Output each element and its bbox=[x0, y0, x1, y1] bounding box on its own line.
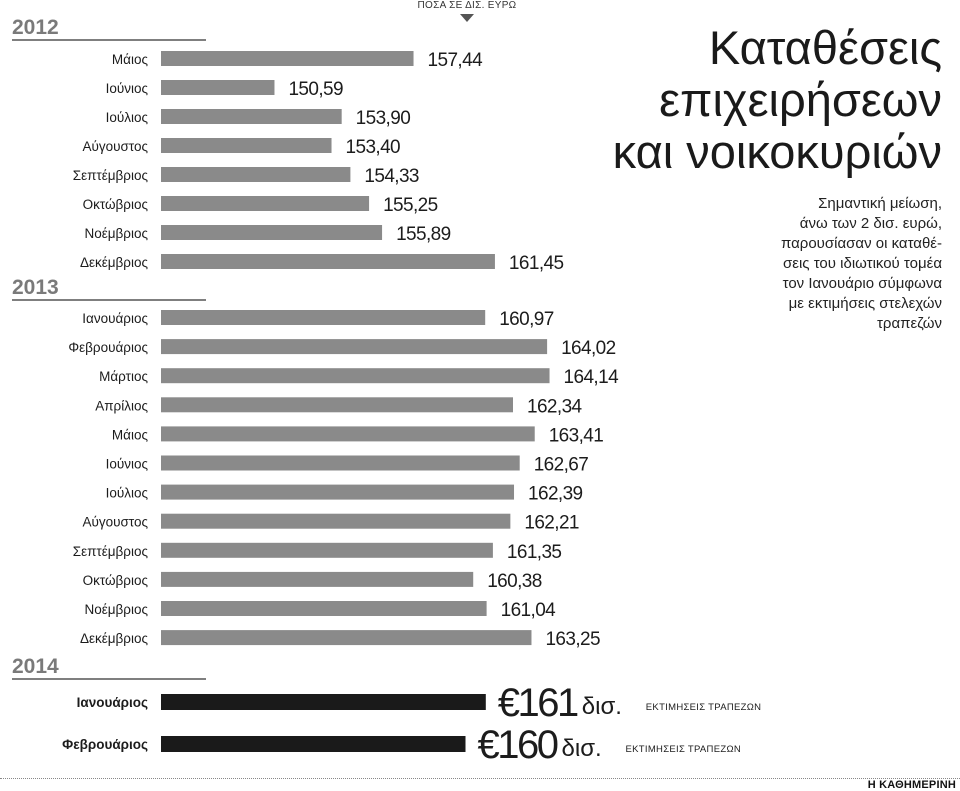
month-label: Σεπτέμβριος bbox=[73, 168, 149, 183]
month-label: Ιούνιος bbox=[106, 457, 149, 472]
month-label: Νοέμβριος bbox=[84, 602, 148, 617]
bar bbox=[161, 310, 486, 325]
bar bbox=[161, 542, 493, 558]
value-label: 162,21 bbox=[524, 513, 579, 534]
subtitle-line: σεις του ιδιωτικού τομέα bbox=[783, 255, 942, 272]
year-label: 2014 bbox=[12, 655, 59, 678]
month-label: Αύγουστος bbox=[82, 139, 148, 154]
bar bbox=[161, 397, 514, 413]
bar bbox=[161, 167, 351, 182]
month-label: Αύγουστος bbox=[82, 515, 148, 530]
month-label: Μάιος bbox=[112, 427, 149, 442]
bar bbox=[161, 225, 383, 240]
unit-pointer-icon bbox=[460, 14, 474, 22]
chart-subtitle: Σημαντική μείωση, άνω των 2 δισ. ευρώ, π… bbox=[712, 194, 942, 334]
month-label: Φεβρουάριος bbox=[62, 737, 148, 752]
bar bbox=[161, 426, 535, 442]
value-label: 162,67 bbox=[534, 455, 589, 476]
month-label: Ιανουάριος bbox=[82, 311, 148, 326]
bar bbox=[161, 254, 495, 269]
value-label: 161,45 bbox=[509, 253, 564, 274]
value-label: 161,35 bbox=[507, 542, 562, 563]
estimate-amount: €160 bbox=[478, 723, 558, 767]
value-label: 157,44 bbox=[428, 50, 484, 71]
year-label: 2012 bbox=[12, 16, 59, 39]
bar bbox=[161, 571, 474, 587]
month-label: Ιούλιος bbox=[106, 486, 149, 501]
value-label: 162,39 bbox=[528, 484, 583, 505]
bar bbox=[161, 513, 511, 529]
value-label: 164,02 bbox=[561, 338, 616, 359]
month-label: Δεκέμβριος bbox=[80, 631, 149, 646]
value-label: 162,34 bbox=[527, 396, 583, 417]
value-label: 150,59 bbox=[288, 79, 343, 100]
month-label: Σεπτέμβριος bbox=[73, 544, 149, 559]
month-label: Μάιος bbox=[112, 52, 149, 67]
month-label: Ιανουάριος bbox=[77, 695, 148, 710]
bottom-rule bbox=[0, 778, 960, 779]
chart-title: Καταθέσεις επιχειρήσεων και νοικοκυριών bbox=[613, 22, 942, 178]
estimate-bar bbox=[161, 694, 486, 710]
bar bbox=[161, 339, 548, 355]
bar bbox=[161, 484, 515, 500]
month-label: Ιούλιος bbox=[106, 110, 149, 125]
subtitle-line: άνω των 2 δισ. ευρώ, bbox=[799, 215, 942, 232]
year-label: 2013 bbox=[12, 276, 59, 299]
month-label: Νοέμβριος bbox=[84, 226, 148, 241]
month-label: Απρίλιος bbox=[95, 398, 148, 413]
bar bbox=[161, 455, 520, 471]
title-line: και νοικοκυριών bbox=[612, 125, 942, 178]
value-label: 155,89 bbox=[396, 224, 451, 245]
value-label: 160,38 bbox=[487, 571, 542, 592]
value-label: 153,90 bbox=[356, 108, 411, 129]
subtitle-line: Σημαντική μείωση, bbox=[818, 195, 942, 212]
estimate-unit: δισ. bbox=[582, 693, 622, 720]
month-label: Φεβρουάριος bbox=[68, 340, 148, 355]
subtitle-line: τραπεζών bbox=[877, 315, 942, 332]
bar bbox=[161, 138, 332, 153]
value-label: 163,41 bbox=[549, 425, 604, 446]
estimate-note: ΕΚΤΙΜΗΣΕΙΣ ΤΡΑΠΕΖΩΝ bbox=[646, 702, 762, 713]
value-label: 154,33 bbox=[364, 166, 419, 187]
value-label: 153,40 bbox=[346, 137, 401, 158]
month-label: Οκτώβριος bbox=[83, 573, 149, 588]
subtitle-line: τον Ιανουάριο σύμφωνα bbox=[782, 275, 942, 292]
value-label: 163,25 bbox=[545, 629, 600, 650]
month-label: Οκτώβριος bbox=[83, 197, 149, 212]
value-label: 161,04 bbox=[501, 600, 557, 621]
bar bbox=[161, 196, 370, 211]
unit-note: ΠΟΣΑ ΣΕ ΔΙΣ. ΕΥΡΩ bbox=[417, 0, 517, 11]
value-label: 164,14 bbox=[564, 367, 620, 388]
bar bbox=[161, 601, 487, 616]
bar bbox=[161, 109, 342, 124]
bar bbox=[161, 630, 532, 646]
month-label: Μάρτιος bbox=[99, 369, 148, 384]
title-line: επιχειρήσεων bbox=[659, 73, 942, 126]
subtitle-line: παρουσίασαν οι καταθέ- bbox=[781, 235, 942, 252]
value-label: 160,97 bbox=[499, 309, 554, 330]
estimate-unit: δισ. bbox=[562, 735, 602, 762]
subtitle-line: με εκτιμήσεις στελεχών bbox=[788, 295, 942, 312]
estimate-amount: €161 bbox=[498, 681, 578, 725]
estimate-bar bbox=[161, 736, 466, 752]
month-label: Δεκέμβριος bbox=[80, 255, 149, 270]
bar bbox=[161, 368, 550, 384]
publisher-credit: Η ΚΑΘΗΜΕΡΙΝΗ bbox=[867, 779, 956, 791]
bar bbox=[161, 51, 414, 66]
title-line: Καταθέσεις bbox=[708, 21, 942, 74]
bar bbox=[161, 80, 275, 95]
month-label: Ιούνιος bbox=[106, 81, 149, 96]
estimate-note: ΕΚΤΙΜΗΣΕΙΣ ΤΡΑΠΕΖΩΝ bbox=[626, 744, 742, 755]
value-label: 155,25 bbox=[383, 195, 438, 216]
